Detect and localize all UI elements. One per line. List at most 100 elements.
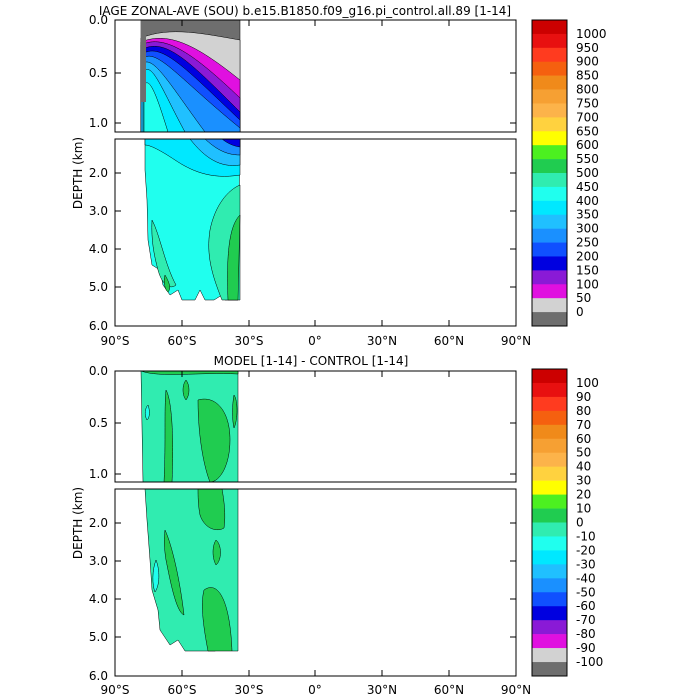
- colorbar-iage: 1000950900850800750700650600550500450400…: [531, 19, 607, 327]
- colorbar-swatch: [532, 117, 567, 132]
- colorbar-swatch: [532, 214, 567, 229]
- iage-lower-contours: [144, 139, 241, 301]
- colorbar-label: 100: [576, 277, 599, 291]
- colorbar-label: -100: [576, 655, 603, 669]
- colorbar-swatch: [532, 145, 567, 160]
- x-tick-label: 90°N: [501, 334, 531, 348]
- colorbar-swatch: [532, 242, 567, 257]
- panel-iage: IAGE ZONAL-AVE (SOU) b.e15.B1850.f09_g16…: [71, 4, 607, 348]
- colorbar-swatch: [532, 298, 567, 313]
- contour-fill-band: [212, 539, 221, 566]
- colorbar-label: 0: [576, 516, 584, 530]
- contour-fill-band: [163, 389, 173, 482]
- colorbar-label: 750: [576, 96, 599, 110]
- y-tick-marks: [115, 19, 516, 327]
- y-tick-label: 4.0: [89, 242, 108, 256]
- colorbar-label: 70: [576, 418, 591, 432]
- x-tick-label: 30°S: [235, 334, 264, 348]
- colorbar-frame: [531, 19, 568, 327]
- colorbar-swatch: [532, 312, 567, 327]
- iage-upper-contours: [140, 20, 241, 132]
- y-tick-label: 5.0: [89, 630, 108, 644]
- colorbar-label: -90: [576, 641, 596, 655]
- contour-fill-band: [141, 20, 146, 102]
- colorbar-label: 1000: [576, 27, 607, 41]
- colorbar-swatch: [532, 592, 567, 607]
- colorbar-swatch: [532, 424, 567, 440]
- y-tick-label: 6.0: [89, 319, 108, 333]
- colorbar-label: 500: [576, 166, 599, 180]
- colorbar-label: -30: [576, 557, 596, 571]
- x-tick-label: 60°N: [434, 683, 464, 697]
- contour-fill-band: [197, 398, 231, 482]
- y-tick-label: 3.0: [89, 204, 108, 218]
- y-tick-label: 0.5: [89, 416, 108, 430]
- colorbar-label: -40: [576, 571, 596, 585]
- colorbar-swatch: [532, 75, 567, 90]
- colorbar-label: 700: [576, 110, 599, 124]
- x-tick-marks: [114, 20, 517, 326]
- y-tick-label: 4.0: [89, 592, 108, 606]
- colorbar-label: 80: [576, 404, 591, 418]
- colorbar-swatch: [532, 47, 567, 63]
- colorbar-swatch: [532, 61, 567, 76]
- colorbar-swatch: [532, 522, 567, 537]
- chart-title: IAGE ZONAL-AVE (SOU) b.e15.B1850.f09_g16…: [99, 4, 511, 18]
- colorbar-label: 40: [576, 460, 591, 474]
- y-tick-label: 3.0: [89, 554, 108, 568]
- colorbar-label: 450: [576, 180, 599, 194]
- contour-fill-band: [197, 489, 226, 531]
- colorbar-swatch: [532, 606, 567, 621]
- contour-fill-band: [182, 379, 190, 401]
- colorbar-label: 20: [576, 488, 591, 502]
- x-tick-label: 90°S: [101, 334, 130, 348]
- contour-fill-band: [202, 587, 233, 652]
- colorbar-difference: 1009080706050403020100-10-20-30-40-50-60…: [531, 368, 603, 677]
- x-tick-label: 60°N: [434, 334, 464, 348]
- x-tick-label: 30°N: [367, 334, 397, 348]
- colorbar-swatch: [532, 33, 567, 49]
- colorbar-swatch: [532, 382, 567, 398]
- colorbar-label: 400: [576, 194, 599, 208]
- x-tick-label: 30°S: [235, 683, 264, 697]
- colorbar-swatch: [532, 270, 567, 285]
- colorbar-swatch: [532, 452, 567, 467]
- y-axis-label: DEPTH (km): [71, 487, 85, 559]
- colorbar-swatch: [532, 396, 567, 412]
- colorbar-swatch: [532, 480, 567, 495]
- contour-fill-band: [227, 214, 241, 301]
- colorbar-label: 950: [576, 41, 599, 55]
- colorbar-label: 850: [576, 69, 599, 83]
- contour-fill-band: [232, 394, 238, 429]
- colorbar-label: -10: [576, 529, 596, 543]
- colorbar-label: 200: [576, 249, 599, 263]
- x-tick-label: 90°S: [101, 683, 130, 697]
- colorbar-swatch: [532, 173, 567, 188]
- colorbar-swatch: [532, 369, 567, 384]
- colorbar-swatch: [532, 200, 567, 216]
- colorbar-swatch: [532, 159, 567, 174]
- panel-difference: MODEL [1-14] - CONTROL [1-14]: [71, 354, 603, 697]
- y-tick-label: 0.0: [89, 364, 108, 378]
- colorbar-swatch: [532, 20, 567, 35]
- contour-fill-band: [152, 559, 160, 593]
- colorbar-label: 50: [576, 291, 591, 305]
- diff-upper-contours: [140, 371, 239, 482]
- colorbar-swatch: [532, 620, 567, 635]
- contour-fill-band: [221, 139, 241, 148]
- y-tick-label: 1.0: [89, 116, 108, 130]
- y-tick-label: 0.5: [89, 66, 108, 80]
- y-tick-label: 1.0: [89, 467, 108, 481]
- contour-fill-band: [164, 529, 185, 616]
- colorbar-label: 90: [576, 390, 591, 404]
- colorbar-swatch: [532, 284, 567, 299]
- colorbar-label: -20: [576, 543, 596, 557]
- colorbar-label: 30: [576, 474, 591, 488]
- colorbar-swatch: [532, 494, 567, 509]
- colorbar-swatch: [532, 103, 567, 118]
- colorbar-label: 60: [576, 432, 591, 446]
- colorbar-label: 0: [576, 305, 584, 319]
- y-tick-label: 6.0: [89, 669, 108, 683]
- colorbar-label: -50: [576, 585, 596, 599]
